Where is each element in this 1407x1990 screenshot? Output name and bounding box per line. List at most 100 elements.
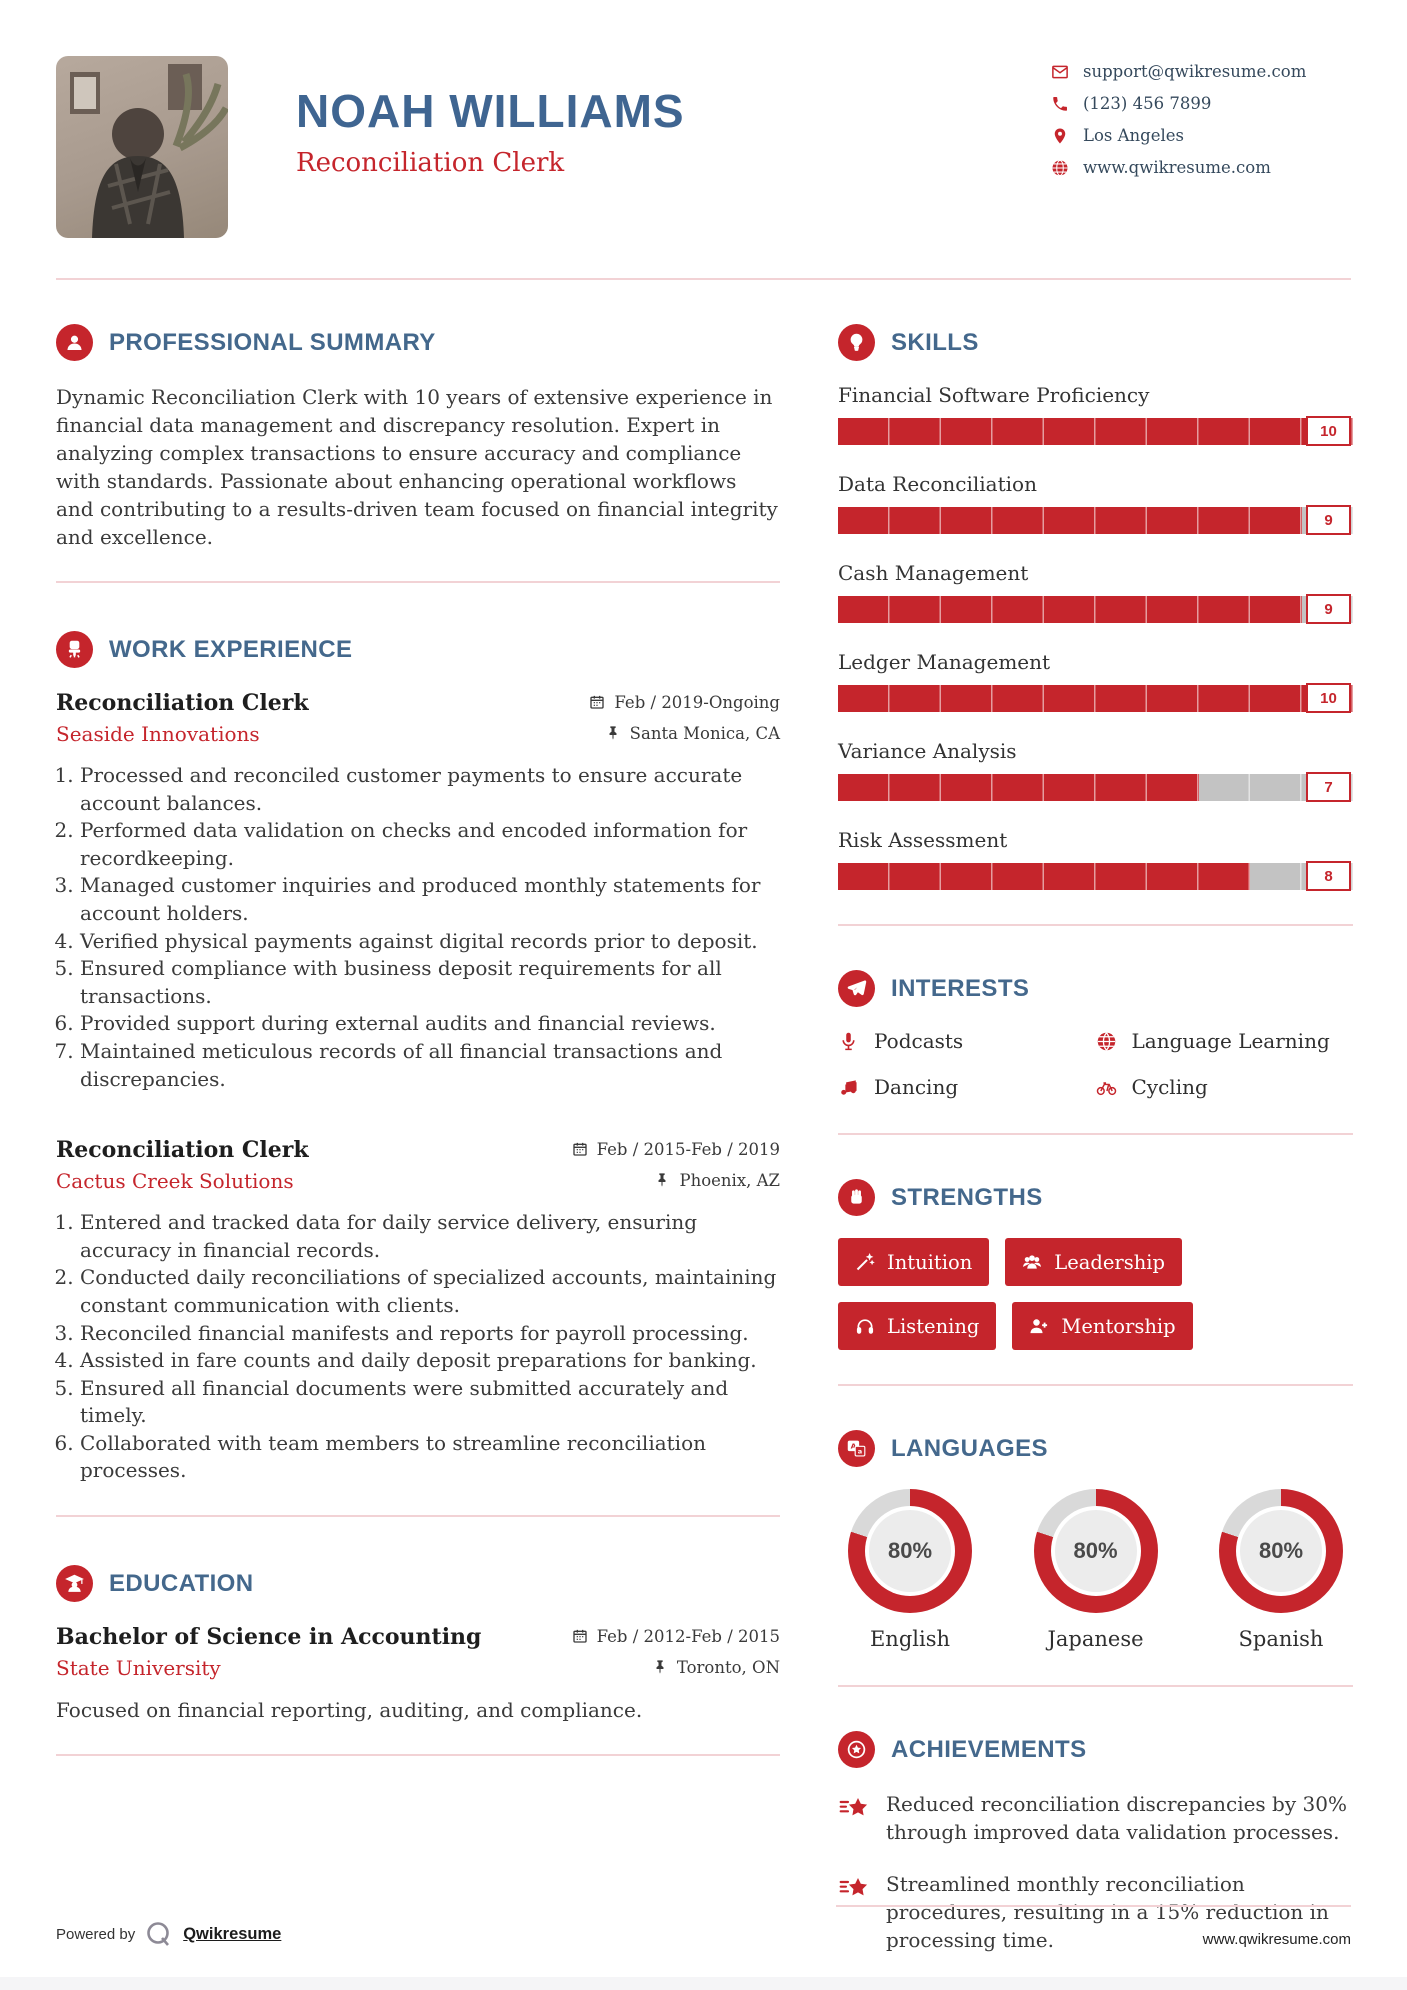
skill-name: Risk Assessment <box>838 828 1008 852</box>
job-bullet: Assisted in fare counts and daily deposi… <box>80 1347 780 1375</box>
achievement-text: Streamlined monthly reconciliation proce… <box>886 1872 1329 1952</box>
skill-item: Ledger Management 10 <box>838 650 1353 713</box>
strength-label: Mentorship <box>1061 1314 1176 1338</box>
language-percent: 80% <box>1240 1510 1322 1592</box>
left-column: PROFESSIONAL SUMMARY Dynamic Reconciliat… <box>56 324 780 1804</box>
skill-item: Data Reconciliation 9 <box>838 472 1353 535</box>
section-divider <box>838 1685 1353 1687</box>
right-column: SKILLS Financial Software Proficiency 10… <box>838 324 1353 1978</box>
person-title: Reconciliation Clerk <box>296 148 565 178</box>
section-divider <box>56 1754 780 1757</box>
job-bullet: Conducted daily reconciliations of speci… <box>80 1264 780 1319</box>
pushpin-icon <box>605 725 621 741</box>
skill-item: Variance Analysis 7 <box>838 739 1353 802</box>
skills-section-header: SKILLS <box>838 324 1353 361</box>
strength-chip: Listening <box>838 1302 997 1350</box>
contact-website[interactable]: www.qwikresume.com <box>1051 158 1351 177</box>
skill-bar: 10 <box>838 416 1353 446</box>
strengths-heading: STRENGTHS <box>891 1183 1043 1211</box>
achievement-item: Reduced reconciliation discrepancies by … <box>838 1790 1353 1846</box>
job-bullet: Processed and reconciled customer paymen… <box>80 762 780 817</box>
contact-phone[interactable]: (123) 456 7899 <box>1051 94 1351 113</box>
interest-item: Cycling <box>1096 1075 1354 1099</box>
skill-name: Financial Software Proficiency <box>838 383 1150 407</box>
job-dates: Feb / 2015-Feb / 2019 <box>572 1140 780 1159</box>
skill-bar: 9 <box>838 594 1353 624</box>
skill-rating: 9 <box>1306 594 1351 624</box>
profile-photo <box>56 56 228 238</box>
education-degree: Bachelor of Science in Accounting <box>56 1624 482 1651</box>
strength-chips: Intuition Leadership Listening <box>838 1238 1353 1350</box>
interests-section-header: INTERESTS <box>838 970 1353 1007</box>
job-location: Phoenix, AZ <box>654 1171 780 1190</box>
contact-email-text: support@qwikresume.com <box>1083 62 1307 81</box>
contact-phone-text: (123) 456 7899 <box>1083 94 1212 113</box>
summary-heading: PROFESSIONAL SUMMARY <box>109 328 436 356</box>
education-heading: EDUCATION <box>109 1569 254 1597</box>
lightbulb-icon <box>838 324 875 361</box>
person-icon <box>56 324 93 361</box>
job-entry: Reconciliation Clerk Feb / 2019-Ongoing … <box>56 690 780 1093</box>
job-company: Cactus Creek Solutions <box>56 1169 294 1194</box>
skill-rating: 7 <box>1306 772 1351 802</box>
header-divider <box>56 278 1351 280</box>
skill-rating: 8 <box>1306 861 1351 891</box>
strength-label: Intuition <box>887 1250 973 1274</box>
languages-row: 80% English 80% Japanese 80% <box>838 1489 1353 1651</box>
language-label: English <box>869 1627 951 1651</box>
skill-name: Ledger Management <box>838 650 1051 674</box>
language-donut: 80% <box>848 1489 972 1613</box>
job-bullets: Processed and reconciled customer paymen… <box>56 762 780 1093</box>
job-bullet: Verified physical payments against digit… <box>80 928 780 956</box>
achievement-item: Streamlined monthly reconciliation proce… <box>838 1870 1353 1954</box>
skill-name: Data Reconciliation <box>838 472 1037 496</box>
strengths-section-header: STRENGTHS <box>838 1179 1353 1216</box>
contact-email[interactable]: support@qwikresume.com <box>1051 62 1351 81</box>
work-heading: WORK EXPERIENCE <box>109 635 353 663</box>
contact-location-text: Los Angeles <box>1083 126 1184 145</box>
music-note-icon <box>838 1077 859 1098</box>
location-icon <box>1051 127 1069 145</box>
fist-icon <box>838 1179 875 1216</box>
skill-rating: 9 <box>1306 505 1351 535</box>
star-circle-icon <box>838 1731 875 1768</box>
calendar-icon <box>589 694 605 710</box>
footer-site-link[interactable]: www.qwikresume.com <box>836 1905 1351 1948</box>
skill-name: Cash Management <box>838 561 1029 585</box>
job-bullet: Managed customer inquiries and produced … <box>80 872 780 927</box>
interest-label: Podcasts <box>874 1029 964 1053</box>
section-divider <box>56 1515 780 1518</box>
interest-item: Dancing <box>838 1075 1096 1099</box>
summary-text: Dynamic Reconciliation Clerk with 10 yea… <box>56 385 778 549</box>
achievements-heading: ACHIEVEMENTS <box>891 1735 1087 1763</box>
skill-bar: 10 <box>838 683 1353 713</box>
globe-icon <box>1096 1031 1117 1052</box>
magic-wand-icon <box>855 1252 875 1272</box>
skill-bar: 7 <box>838 772 1353 802</box>
skill-rating: 10 <box>1306 416 1351 446</box>
job-company: Seaside Innovations <box>56 722 260 746</box>
skill-name: Variance Analysis <box>838 739 1017 763</box>
skill-item: Risk Assessment 8 <box>838 828 1353 891</box>
section-divider <box>838 1384 1353 1386</box>
strength-label: Listening <box>887 1314 980 1338</box>
job-bullet: Maintained meticulous records of all fin… <box>80 1038 780 1093</box>
skill-bar: 9 <box>838 505 1353 535</box>
summary-section-header: PROFESSIONAL SUMMARY <box>56 324 780 361</box>
education-entry: Bachelor of Science in Accounting Feb / … <box>56 1624 780 1724</box>
language-donut: 80% <box>1033 1489 1158 1613</box>
job-entry: Reconciliation Clerk Feb / 2015-Feb / 20… <box>56 1137 780 1485</box>
microphone-icon <box>838 1031 859 1052</box>
job-title: Reconciliation Clerk <box>56 690 309 716</box>
shooting-star-icon <box>838 1872 870 1904</box>
skills-heading: SKILLS <box>891 328 979 356</box>
contact-block: support@qwikresume.com (123) 456 7899 Lo… <box>1051 56 1351 190</box>
office-chair-icon <box>56 631 93 668</box>
section-divider <box>56 581 780 583</box>
interests-heading: INTERESTS <box>891 974 1030 1002</box>
phone-icon <box>1051 95 1069 113</box>
qwikresume-link[interactable]: Qwikresume <box>183 1924 282 1943</box>
paper-plane-icon <box>838 970 875 1007</box>
